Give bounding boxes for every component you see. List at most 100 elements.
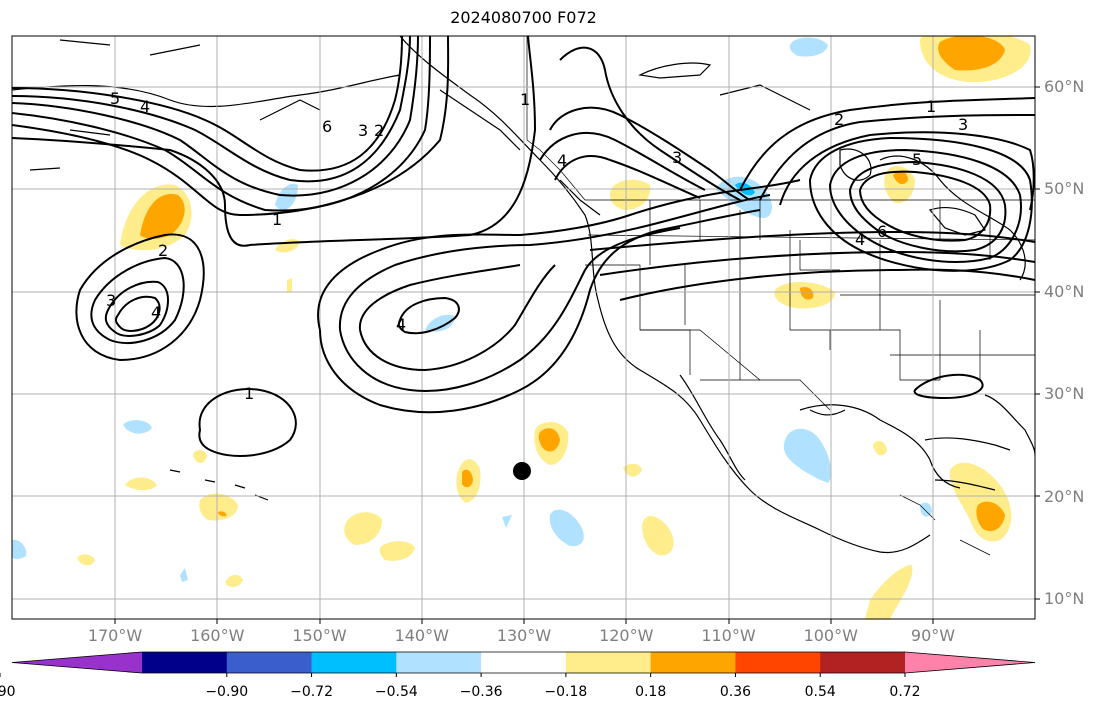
anomaly-blue-area: [920, 502, 932, 517]
contour-label: 5: [912, 150, 922, 169]
contour-label: 2: [374, 121, 384, 140]
colorbar-segment: [396, 652, 482, 673]
longitude-label: 130°W: [496, 626, 552, 645]
contour-label: 1: [520, 90, 530, 109]
anomaly-orange-area: [800, 287, 814, 300]
anomaly-blue-area: [502, 515, 512, 528]
colorbar: [0, 651, 1036, 677]
anomaly-blue-area: [180, 568, 188, 582]
contour-label: 1: [272, 210, 282, 229]
latitude-label: 20°N: [1044, 486, 1085, 506]
longitude-label: 140°W: [394, 626, 449, 645]
anomaly-yellow-area: [225, 574, 243, 588]
anomaly-blue-area: [275, 183, 298, 211]
colorbar-segment: [311, 652, 397, 673]
borders: [526, 36, 1035, 556]
longitude-label: 110°W: [701, 626, 756, 645]
colorbar-label: 0.54: [804, 684, 836, 700]
colorbar-extend-low: [12, 652, 142, 673]
longitude-label: 100°W: [803, 626, 858, 645]
colorbar-segment: [820, 652, 906, 673]
contour-value-labels: 5 4 6 3 2 1 1 4 3 2 1 3 5 6 4 2 3 4 4 1: [106, 89, 968, 403]
anomaly-orange-area: [976, 501, 1005, 532]
contour-label: 4: [396, 315, 406, 334]
anomaly-yellow-area: [125, 477, 157, 491]
contour-label: 4: [557, 151, 567, 170]
colorbar-label: −0.36: [459, 684, 503, 700]
colorbar-label: 0.72: [889, 684, 921, 700]
latitude-label: 10°N: [1044, 589, 1085, 608]
anomaly-blue-area: [789, 37, 828, 57]
latitude-label: 60°N: [1044, 77, 1085, 96]
coastlines: [12, 36, 1035, 554]
anomaly-shading: [12, 36, 1031, 619]
contour-label: 1: [926, 97, 936, 116]
anomaly-orange-area: [893, 171, 908, 185]
anomaly-yellow-area: [193, 449, 207, 463]
anomaly-blue-area: [425, 314, 455, 332]
colorbar-label: 0.18: [635, 684, 667, 700]
anomaly-yellow-area: [287, 278, 292, 292]
contour-label: 3: [106, 291, 116, 310]
contour-label: 2: [834, 110, 844, 129]
contour-label: 2: [158, 241, 168, 260]
colorbar-segment: [650, 652, 736, 673]
anomaly-orange-area: [938, 36, 1005, 71]
anomaly-yellow-area: [199, 493, 238, 521]
contour-label: 1: [244, 384, 254, 403]
map-title: 2024080700 F072: [450, 8, 597, 27]
anomaly-orange-area: [538, 428, 560, 452]
contour-lines: [12, 36, 1035, 457]
anomaly-yellow-area: [379, 541, 415, 561]
anomaly-blue-area: [549, 509, 584, 547]
lat-ticks: [1035, 86, 1040, 600]
anomaly-orange-area: [462, 469, 473, 488]
anomaly-blue-area: [12, 539, 27, 559]
colorbar-segment: [735, 652, 821, 673]
anomaly-orange-area: [140, 194, 185, 239]
latitude-label: 50°N: [1044, 179, 1085, 199]
contour-label: 3: [358, 121, 368, 140]
anomaly-blue-area: [123, 420, 152, 434]
anomaly-yellow-area: [623, 463, 642, 477]
anomaly-yellow-area: [884, 165, 915, 204]
colorbar-segment: [565, 652, 652, 673]
storm-center-marker: [512, 462, 531, 480]
contour-label: 4: [140, 97, 150, 116]
colorbar-label: 0.90: [0, 684, 16, 700]
colorbar-segment: [142, 652, 228, 673]
colorbar-label: −0.18: [544, 684, 588, 700]
colorbar-segment: [481, 652, 567, 673]
longitude-label: 160°W: [190, 626, 245, 645]
lon-ticks: [114, 619, 934, 624]
contour-label: 3: [958, 115, 968, 134]
anomaly-blue-area: [783, 428, 832, 483]
colorbar-label: −0.72: [290, 684, 333, 700]
anomaly-orange-area: [218, 511, 227, 517]
anomaly-yellow-area: [610, 179, 651, 210]
colorbar-segment: [226, 652, 313, 673]
anomaly-yellow-area: [344, 512, 382, 545]
colorbar-outline: [11, 651, 1036, 674]
contour-label: 4: [151, 303, 161, 322]
anomaly-yellow-area: [865, 565, 913, 619]
longitude-label: 150°W: [292, 626, 347, 645]
colorbar-label: 0.36: [719, 684, 752, 700]
colorbar-label: −0.54: [374, 684, 418, 700]
latitude-label: 40°N: [1044, 281, 1085, 301]
longitude-label: 170°W: [87, 626, 143, 645]
anomaly-yellow-area: [77, 554, 95, 566]
colorbar-label: −0.90: [205, 684, 249, 700]
longitude-label: 120°W: [599, 626, 654, 645]
anomaly-yellow-area: [642, 515, 674, 556]
contour-label: 5: [110, 89, 120, 108]
contour-label: 6: [877, 222, 887, 241]
colorbar-extend-high: [905, 652, 1035, 673]
longitude-label: 90°W: [910, 626, 956, 645]
contour-label: 6: [322, 117, 332, 136]
latitude-label: 30°N: [1044, 384, 1085, 404]
anomaly-yellow-area: [873, 440, 887, 456]
contour-label: 4: [855, 230, 865, 249]
contour-label: 3: [672, 148, 682, 167]
